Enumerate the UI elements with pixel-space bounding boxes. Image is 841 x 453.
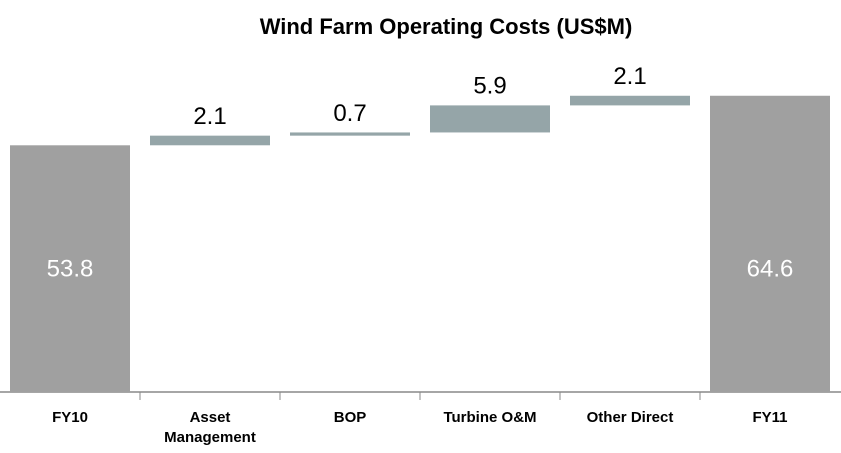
data-label: 5.9	[473, 73, 506, 100]
delta-bar	[570, 95, 690, 106]
data-label: 53.8	[47, 255, 94, 282]
x-tick-label: BOP	[333, 409, 367, 426]
data-label: 2.1	[613, 63, 646, 90]
x-tick-label: Turbine O&M	[443, 409, 537, 426]
total-bar	[710, 95, 830, 393]
x-tick-label: FY10	[52, 409, 88, 426]
x-tick-label: Asset Management	[164, 409, 256, 446]
delta-bar	[290, 132, 410, 136]
total-bar	[10, 145, 130, 392]
delta-bar	[430, 105, 550, 133]
x-tick-label: FY11	[752, 409, 788, 426]
delta-bar	[150, 135, 270, 146]
chart-title: Wind Farm Operating Costs (US$M)	[260, 14, 633, 39]
x-tick-label: Other Direct	[586, 409, 674, 426]
data-label: 64.6	[747, 255, 794, 282]
data-label: 0.7	[333, 100, 366, 127]
data-label: 2.1	[193, 103, 226, 130]
